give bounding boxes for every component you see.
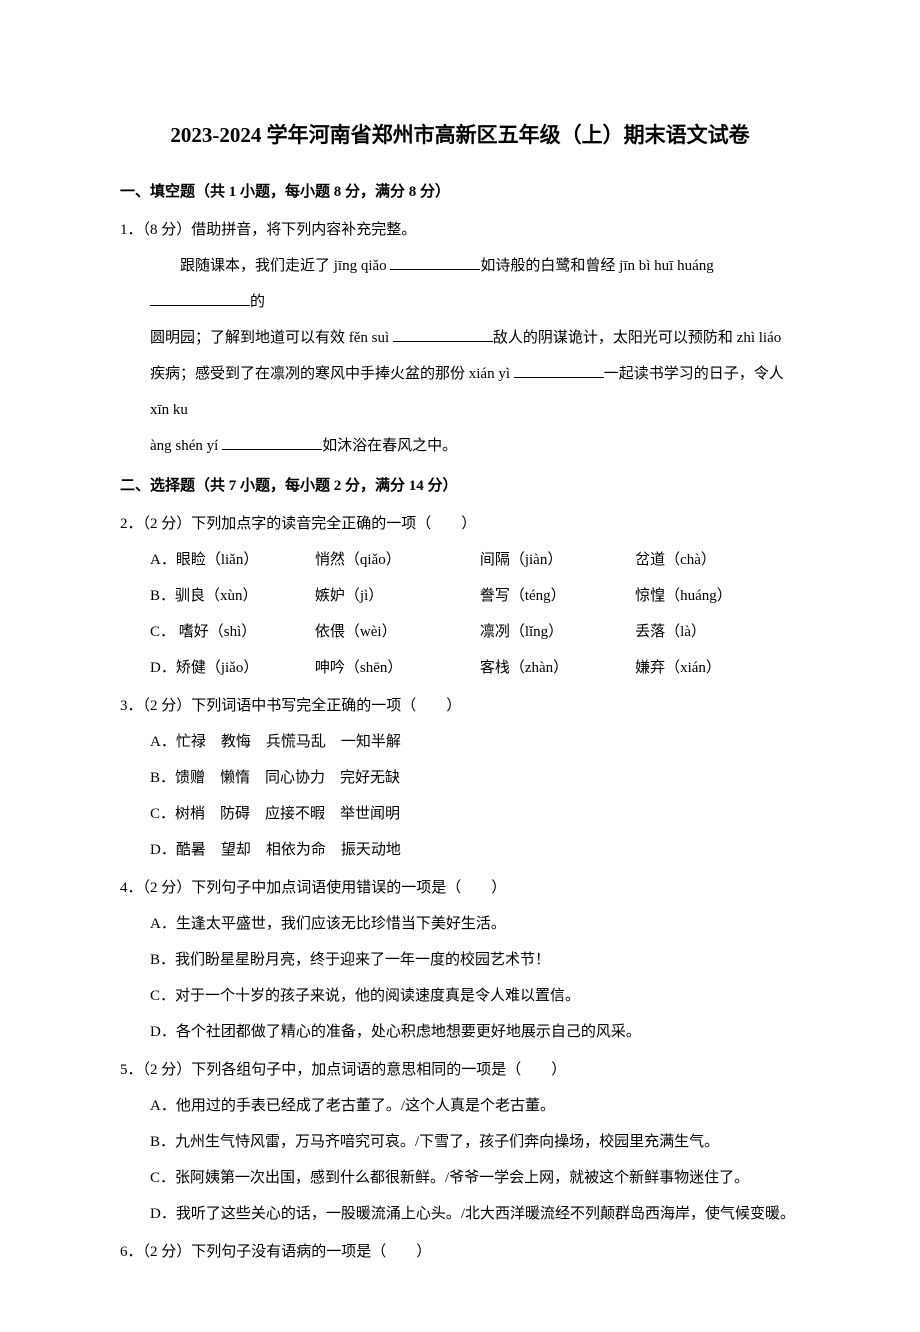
q1-text: 如诗般的白鹭和曾经 jīn bì huī huáng xyxy=(480,258,713,274)
q2-row-b: B．驯良（xùn） 嫉妒（jì） 誊写（téng） 惊惶（huáng） xyxy=(120,578,800,614)
q2-stem: 2．（2 分）下列加点字的读音完全正确的一项（ ） xyxy=(120,506,800,542)
q2-row-c: C． 嗜好（shì） 依偎（wèi） 凛冽（lǐng） 丢落（là） xyxy=(120,614,800,650)
question-1: 1．（8 分）借助拼音，将下列内容补充完整。 跟随课本，我们走近了 jīng q… xyxy=(120,212,800,464)
question-5: 5．（2 分）下列各组句子中，加点词语的意思相同的一项是（ ） A．他用过的手表… xyxy=(120,1052,800,1232)
q5-opt-c: C．张阿姨第一次出国，感到什么都很新鲜。/爷爷一学会上网，就被这个新鲜事物迷住了… xyxy=(120,1160,800,1196)
q5-stem: 5．（2 分）下列各组句子中，加点词语的意思相同的一项是（ ） xyxy=(120,1052,800,1088)
q1-line3: 疾病；感受到了在凛冽的寒风中手捧火盆的那份 xián yì 一起读书学习的日子，… xyxy=(120,356,800,428)
q4-opt-b: B．我们盼星星盼月亮，终于迎来了一年一度的校园艺术节！ xyxy=(120,942,800,978)
q1-text: àng shén yí xyxy=(150,438,222,454)
blank xyxy=(390,254,480,271)
q1-line4: àng shén yí 如沐浴在春风之中。 xyxy=(120,428,800,464)
question-3: 3．（2 分）下列词语中书写完全正确的一项（ ） A．忙禄 教悔 兵慌马乱 一知… xyxy=(120,688,800,868)
q3-opt-d: D．酷暑 望却 相依为命 振天动地 xyxy=(120,832,800,868)
q2-d-2: 呻吟（shēn） xyxy=(315,650,480,686)
page-title: 2023-2024 学年河南省郑州市高新区五年级（上）期末语文试卷 xyxy=(120,110,800,160)
q4-opt-d: D．各个社团都做了精心的准备，处心积虑地想要更好地展示自己的风采。 xyxy=(120,1014,800,1050)
question-2: 2．（2 分）下列加点字的读音完全正确的一项（ ） A．眼睑（liǎn） 悄然（… xyxy=(120,506,800,686)
q3-stem: 3．（2 分）下列词语中书写完全正确的一项（ ） xyxy=(120,688,800,724)
q2-row-d: D．矫健（jiǎo） 呻吟（shēn） 客栈（zhàn） 嫌弃（xián） xyxy=(120,650,800,686)
q5-opt-b: B．九州生气恃风雷，万马齐喑究可哀。/下雪了，孩子们奔向操场，校园里充满生气。 xyxy=(120,1124,800,1160)
q1-text: 如沐浴在春风之中。 xyxy=(322,438,457,454)
blank xyxy=(393,326,493,343)
q1-text: 的 xyxy=(250,294,265,310)
q4-opt-c: C．对于一个十岁的孩子来说，他的阅读速度真是令人难以置信。 xyxy=(120,978,800,1014)
section-2-header: 二、选择题（共 7 小题，每小题 2 分，满分 14 分） xyxy=(120,468,800,504)
q2-b-4: 惊惶（huáng） xyxy=(635,578,800,614)
q2-row-a: A．眼睑（liǎn） 悄然（qiǎo） 间隔（jiàn） 岔道（chà） xyxy=(120,542,800,578)
blank xyxy=(222,434,322,451)
q2-b-3: 誊写（téng） xyxy=(480,578,635,614)
q4-stem: 4．（2 分）下列句子中加点词语使用错误的一项是（ ） xyxy=(120,870,800,906)
q3-opt-a: A．忙禄 教悔 兵慌马乱 一知半解 xyxy=(120,724,800,760)
blank xyxy=(150,290,250,307)
blank xyxy=(514,362,604,379)
q2-a-2: 悄然（qiǎo） xyxy=(315,542,480,578)
q1-text: 疾病；感受到了在凛冽的寒风中手捧火盆的那份 xián yì xyxy=(150,366,514,382)
question-6: 6．（2 分）下列句子没有语病的一项是（ ） xyxy=(120,1234,800,1270)
q1-line2: 圆明园；了解到地道可以有效 fěn suì 敌人的阴谋诡计，太阳光可以预防和 z… xyxy=(120,320,800,356)
q1-stem: 1．（8 分）借助拼音，将下列内容补充完整。 xyxy=(120,212,800,248)
q1-text: 敌人的阴谋诡计，太阳光可以预防和 zhì liáo xyxy=(493,330,781,346)
q1-text: 圆明园；了解到地道可以有效 fěn suì xyxy=(150,330,393,346)
q2-b-1: B．驯良（xùn） xyxy=(150,578,315,614)
question-4: 4．（2 分）下列句子中加点词语使用错误的一项是（ ） A．生逢太平盛世，我们应… xyxy=(120,870,800,1050)
q2-c-2: 依偎（wèi） xyxy=(315,614,480,650)
q2-a-4: 岔道（chà） xyxy=(635,542,800,578)
section-1-header: 一、填空题（共 1 小题，每小题 8 分，满分 8 分） xyxy=(120,174,800,210)
q2-a-1: A．眼睑（liǎn） xyxy=(150,542,315,578)
q4-opt-a: A．生逢太平盛世，我们应该无比珍惜当下美好生活。 xyxy=(120,906,800,942)
q2-d-1: D．矫健（jiǎo） xyxy=(150,650,315,686)
q2-d-4: 嫌弃（xián） xyxy=(635,650,800,686)
q1-text: 跟随课本，我们走近了 jīng qiǎo xyxy=(180,258,390,274)
q2-c-3: 凛冽（lǐng） xyxy=(480,614,635,650)
q2-a-3: 间隔（jiàn） xyxy=(480,542,635,578)
q3-opt-c: C．树梢 防碍 应接不暇 举世闻明 xyxy=(120,796,800,832)
q5-opt-a: A．他用过的手表已经成了老古董了。/这个人真是个老古董。 xyxy=(120,1088,800,1124)
q2-c-4: 丢落（là） xyxy=(635,614,800,650)
q5-opt-d: D．我听了这些关心的话，一股暖流涌上心头。/北大西洋暖流经不列颠群岛西海岸，使气… xyxy=(120,1196,800,1232)
q2-d-3: 客栈（zhàn） xyxy=(480,650,635,686)
q3-opt-b: B．馈赠 懒惰 同心协力 完好无缺 xyxy=(120,760,800,796)
q6-stem: 6．（2 分）下列句子没有语病的一项是（ ） xyxy=(120,1234,800,1270)
q1-line1: 跟随课本，我们走近了 jīng qiǎo 如诗般的白鹭和曾经 jīn bì hu… xyxy=(120,248,800,320)
q2-b-2: 嫉妒（jì） xyxy=(315,578,480,614)
q2-c-1: C． 嗜好（shì） xyxy=(150,614,315,650)
